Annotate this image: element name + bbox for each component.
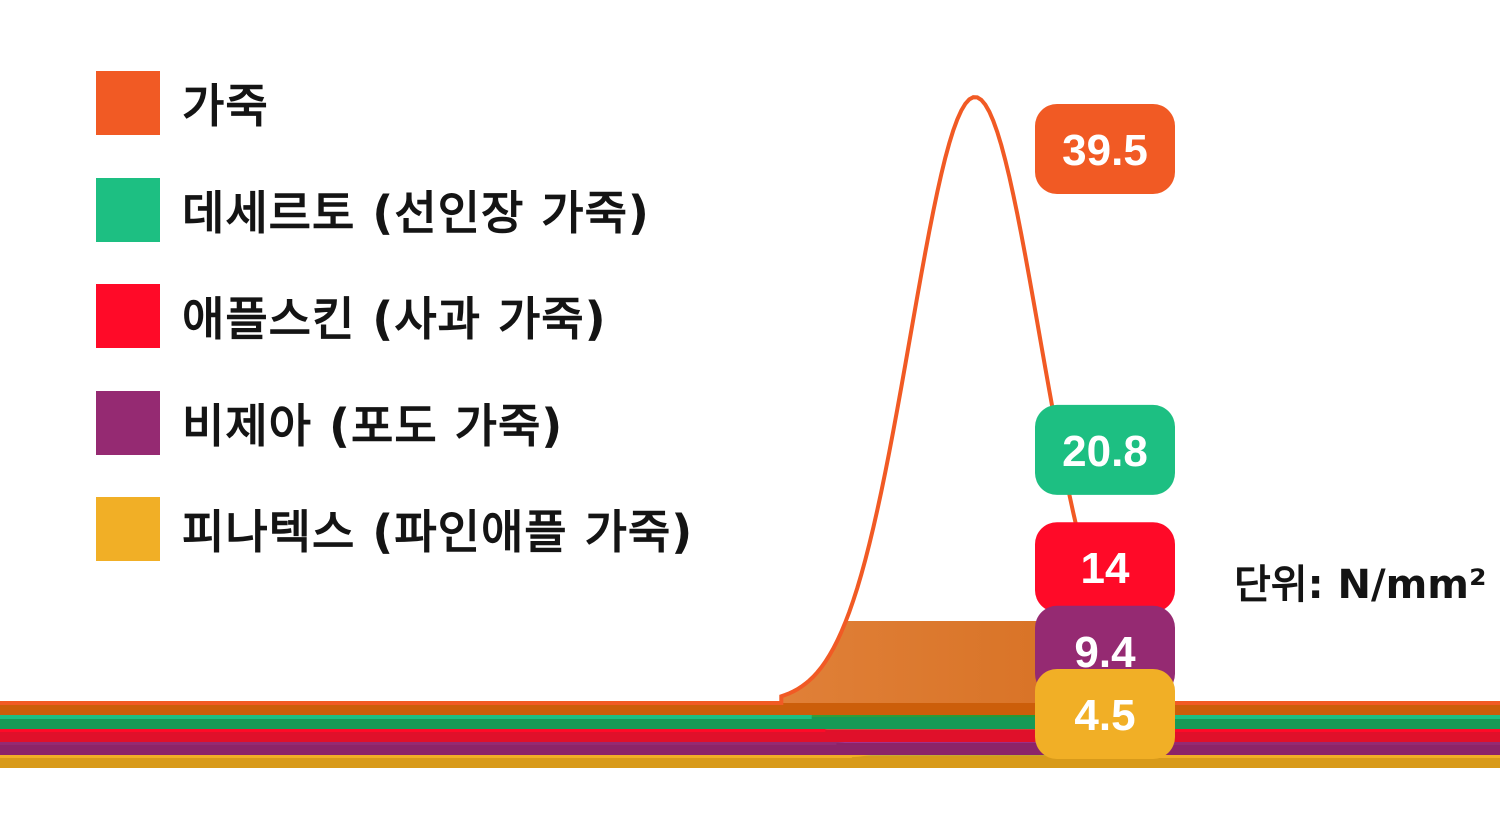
series-area-desserto — [0, 398, 1500, 717]
data-label-bg-pinatex — [1035, 669, 1175, 759]
legend-swatch-desserto — [96, 177, 160, 242]
legend-swatch-appleskin — [96, 284, 160, 349]
series-area-leather — [0, 97, 1500, 703]
data-label-vegea: 9.4 — [1074, 628, 1136, 677]
data-label-pinatex: 4.5 — [1074, 691, 1135, 740]
legend: 가죽 데세르토 (선인장 가죽) 애플스킨 (사과 가죽) 비제아 (포도 가죽… — [96, 50, 693, 583]
series-band-desserto — [0, 398, 1500, 729]
data-label-bg-desserto — [1035, 404, 1175, 495]
legend-label-pinatex: 피나텍스 (파인애플 가죽) — [182, 505, 694, 560]
unit-label: 단위: N/mm² — [1234, 562, 1487, 608]
legend-label-leather: 가죽 — [182, 79, 269, 134]
data-label-bg-leather — [1035, 104, 1175, 194]
data-label-bg-appleskin — [1035, 522, 1175, 613]
legend-label-vegea: 비제아 (포도 가죽) — [182, 398, 564, 453]
legend-swatch-vegea — [96, 390, 160, 455]
series-outline-desserto — [0, 395, 1500, 719]
series-area-appleskin — [0, 515, 1500, 730]
legend-item-desserto: 데세르토 (선인장 가죽) — [96, 157, 693, 264]
series-inner-leather — [0, 97, 1500, 621]
legend-label-desserto: 데세르토 (선인장 가죽) — [182, 185, 650, 240]
series-band-pinatex — [0, 687, 1500, 768]
legend-item-pinatex: 피나텍스 (파인애플 가죽) — [96, 476, 693, 583]
series-outline-leather — [0, 95, 1500, 705]
legend-item-vegea: 비제아 (포도 가죽) — [96, 370, 693, 477]
legend-label-appleskin: 애플스킨 (사과 가죽) — [182, 292, 607, 347]
data-label-leather: 39.5 — [1062, 126, 1148, 175]
legend-swatch-leather — [96, 71, 160, 136]
legend-item-leather: 가죽 — [96, 50, 693, 157]
series-band-leather — [0, 97, 1500, 715]
series-outline-appleskin — [0, 513, 1500, 732]
legend-swatch-pinatex — [96, 497, 160, 562]
legend-item-appleskin: 애플스킨 (사과 가죽) — [96, 263, 693, 370]
data-label-desserto: 20.8 — [1062, 427, 1148, 476]
data-label-appleskin: 14 — [1081, 544, 1130, 593]
